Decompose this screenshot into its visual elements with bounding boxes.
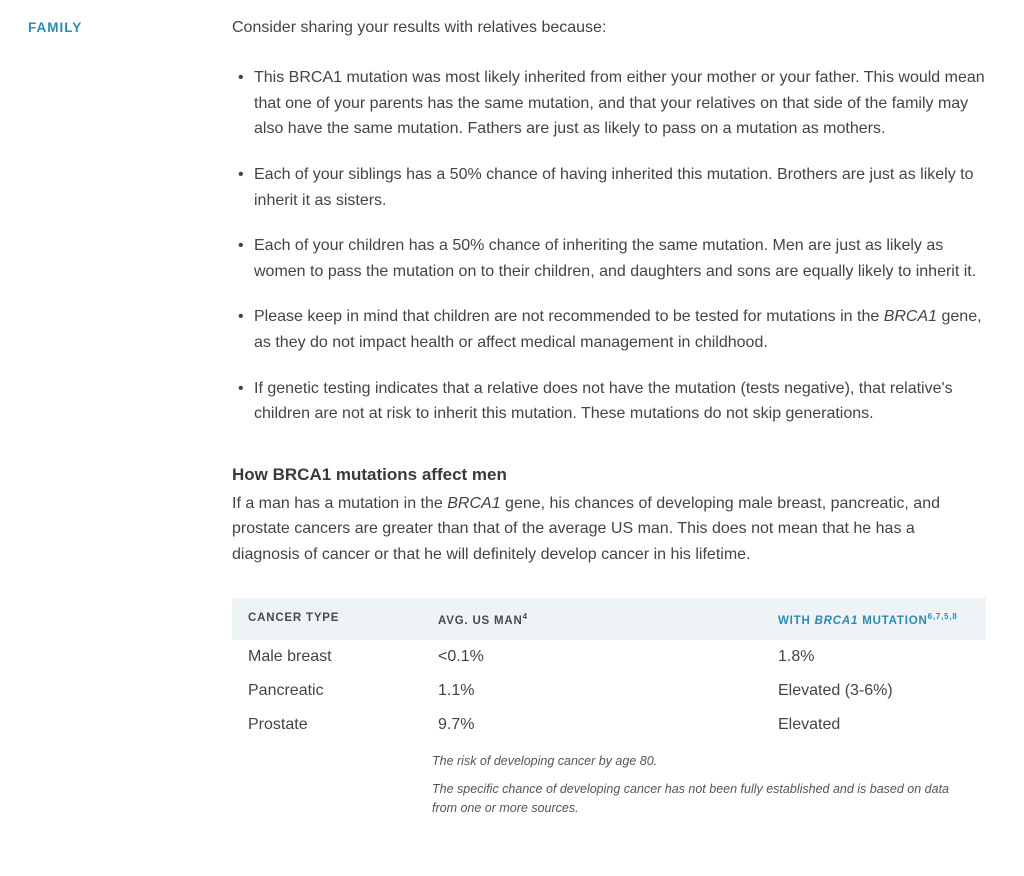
paragraph: If a man has a mutation in the BRCA1 gen… [232, 491, 986, 568]
section-label: FAMILY [28, 20, 208, 35]
column-header-text: WITH [778, 614, 815, 626]
footnote: The specific chance of developing cancer… [432, 780, 970, 816]
column-header-avg-us-man: AVG. US MAN4 [438, 612, 778, 627]
main-content: Consider sharing your results with relat… [232, 16, 996, 827]
sidebar: FAMILY [28, 16, 208, 827]
cell-cancer-type: Pancreatic [248, 682, 438, 700]
intro-text: Consider sharing your results with relat… [232, 16, 986, 39]
bullet-list: This BRCA1 mutation was most likely inhe… [232, 65, 986, 427]
list-item: Each of your siblings has a 50% chance o… [232, 162, 986, 213]
cell-mutation: Elevated [778, 716, 970, 734]
column-header-text: MUTATION [858, 614, 927, 626]
column-header-text: AVG. US MAN [438, 614, 523, 626]
table-row: Prostate 9.7% Elevated [232, 708, 986, 742]
paragraph-text: If a man has a mutation in the [232, 495, 447, 512]
list-item: Each of your children has a 50% chance o… [232, 233, 986, 284]
cell-avg: 1.1% [438, 682, 778, 700]
cell-mutation: 1.8% [778, 648, 970, 666]
list-item: If genetic testing indicates that a rela… [232, 376, 986, 427]
cell-avg: <0.1% [438, 648, 778, 666]
subheading: How BRCA1 mutations affect men [232, 465, 986, 485]
table-row: Male breast <0.1% 1.8% [232, 640, 986, 674]
table-row: Pancreatic 1.1% Elevated (3-6%) [232, 674, 986, 708]
footnote-ref: 4 [523, 612, 528, 621]
list-item: This BRCA1 mutation was most likely inhe… [232, 65, 986, 142]
risk-table: CANCER TYPE AVG. US MAN4 WITH BRCA1 MUTA… [232, 598, 986, 817]
table-footnotes: The risk of developing cancer by age 80.… [232, 742, 986, 816]
list-item-text: Please keep in mind that children are no… [254, 308, 884, 325]
table-header: CANCER TYPE AVG. US MAN4 WITH BRCA1 MUTA… [232, 598, 986, 641]
page-container: FAMILY Consider sharing your results wit… [28, 16, 996, 827]
column-header-with-mutation: WITH BRCA1 MUTATION6,7,5,8 [778, 612, 970, 627]
gene-name: BRCA1 [815, 614, 859, 626]
cell-cancer-type: Male breast [248, 648, 438, 666]
gene-name: BRCA1 [884, 308, 937, 325]
cell-mutation: Elevated (3-6%) [778, 682, 970, 700]
cell-avg: 9.7% [438, 716, 778, 734]
cell-cancer-type: Prostate [248, 716, 438, 734]
list-item: Please keep in mind that children are no… [232, 304, 986, 355]
footnote: The risk of developing cancer by age 80. [432, 752, 970, 770]
footnote-ref: 6,7,5,8 [928, 612, 958, 621]
column-header-cancer-type: CANCER TYPE [248, 612, 438, 627]
gene-name: BRCA1 [447, 495, 500, 512]
